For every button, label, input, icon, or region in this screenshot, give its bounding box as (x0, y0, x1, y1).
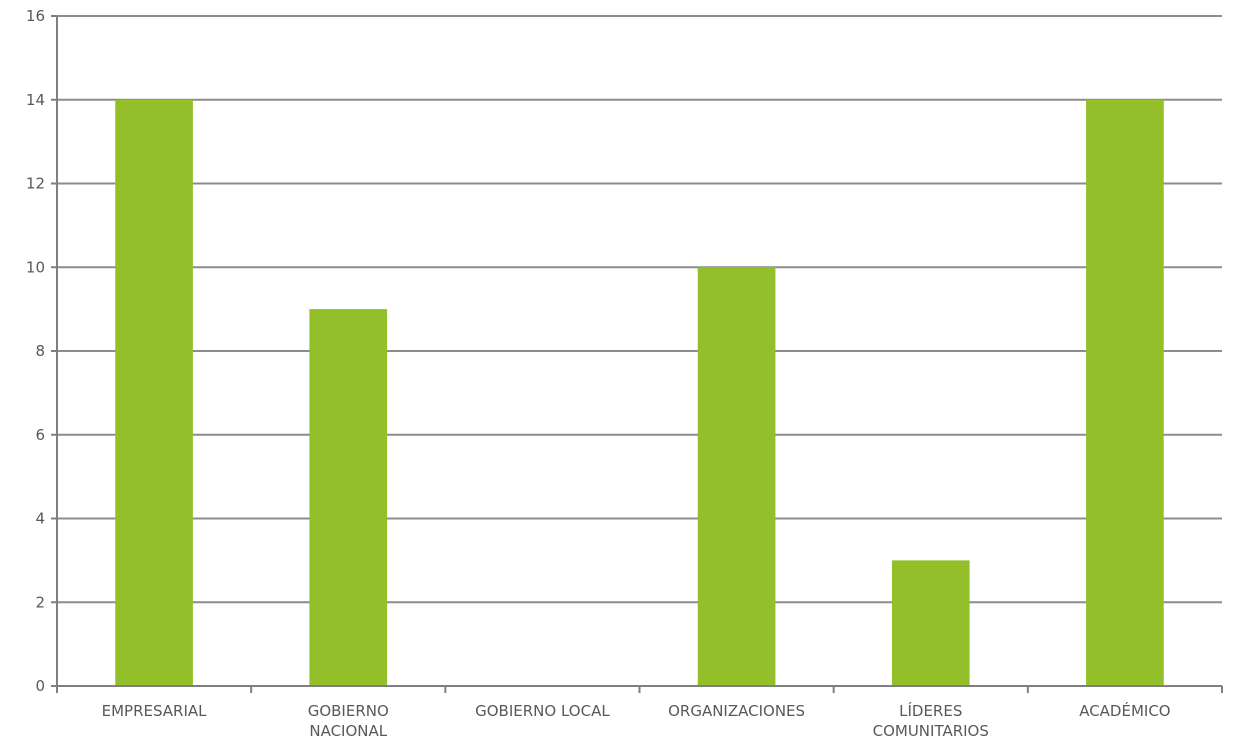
bar-0 (115, 99, 193, 686)
x-category-label-line: NACIONAL (309, 722, 387, 740)
x-category-label: ORGANIZACIONES (668, 702, 805, 720)
x-category-label-line: ACADÉMICO (1079, 701, 1170, 720)
x-category-labels: EMPRESARIAL GOBIERNO NACIONAL GOBIERNO LOCA… (102, 701, 1171, 740)
y-tick-label: 12 (26, 175, 45, 193)
y-tick-label: 8 (35, 342, 45, 360)
y-tick-label: 4 (35, 510, 45, 528)
x-category-label-line: ORGANIZACIONES (668, 702, 805, 720)
bars (115, 99, 1164, 686)
x-category-label-line: GOBIERNO LOCAL (475, 702, 610, 720)
x-category-label: LÍDERES COMUNITARIOS (873, 701, 989, 740)
x-category-label: GOBIERNO LOCAL (475, 702, 610, 720)
x-category-label-line: COMUNITARIOS (873, 722, 989, 740)
y-tick-label: 2 (35, 593, 45, 611)
x-category-label-line: EMPRESARIAL (102, 702, 208, 720)
y-tick-label: 6 (35, 426, 45, 444)
axes (51, 15, 1223, 693)
y-tick-label: 0 (35, 677, 45, 695)
x-category-label: EMPRESARIAL (102, 702, 208, 720)
y-tick-label: 10 (26, 258, 45, 276)
y-tick-label: 16 (26, 7, 45, 25)
x-category-label: GOBIERNO NACIONAL (308, 702, 389, 740)
y-tick-labels: 0 2 4 6 8 10 12 14 16 (26, 7, 45, 695)
grid-lines (57, 15, 1222, 604)
bar-5 (1086, 99, 1164, 686)
x-category-label: ACADÉMICO (1079, 701, 1170, 720)
x-category-label-line: GOBIERNO (308, 702, 389, 720)
bar-3 (697, 267, 776, 686)
x-category-label-line: LÍDERES (899, 701, 962, 720)
bar-4 (891, 560, 970, 686)
bar-1 (309, 309, 388, 686)
y-tick-label: 14 (26, 91, 45, 109)
